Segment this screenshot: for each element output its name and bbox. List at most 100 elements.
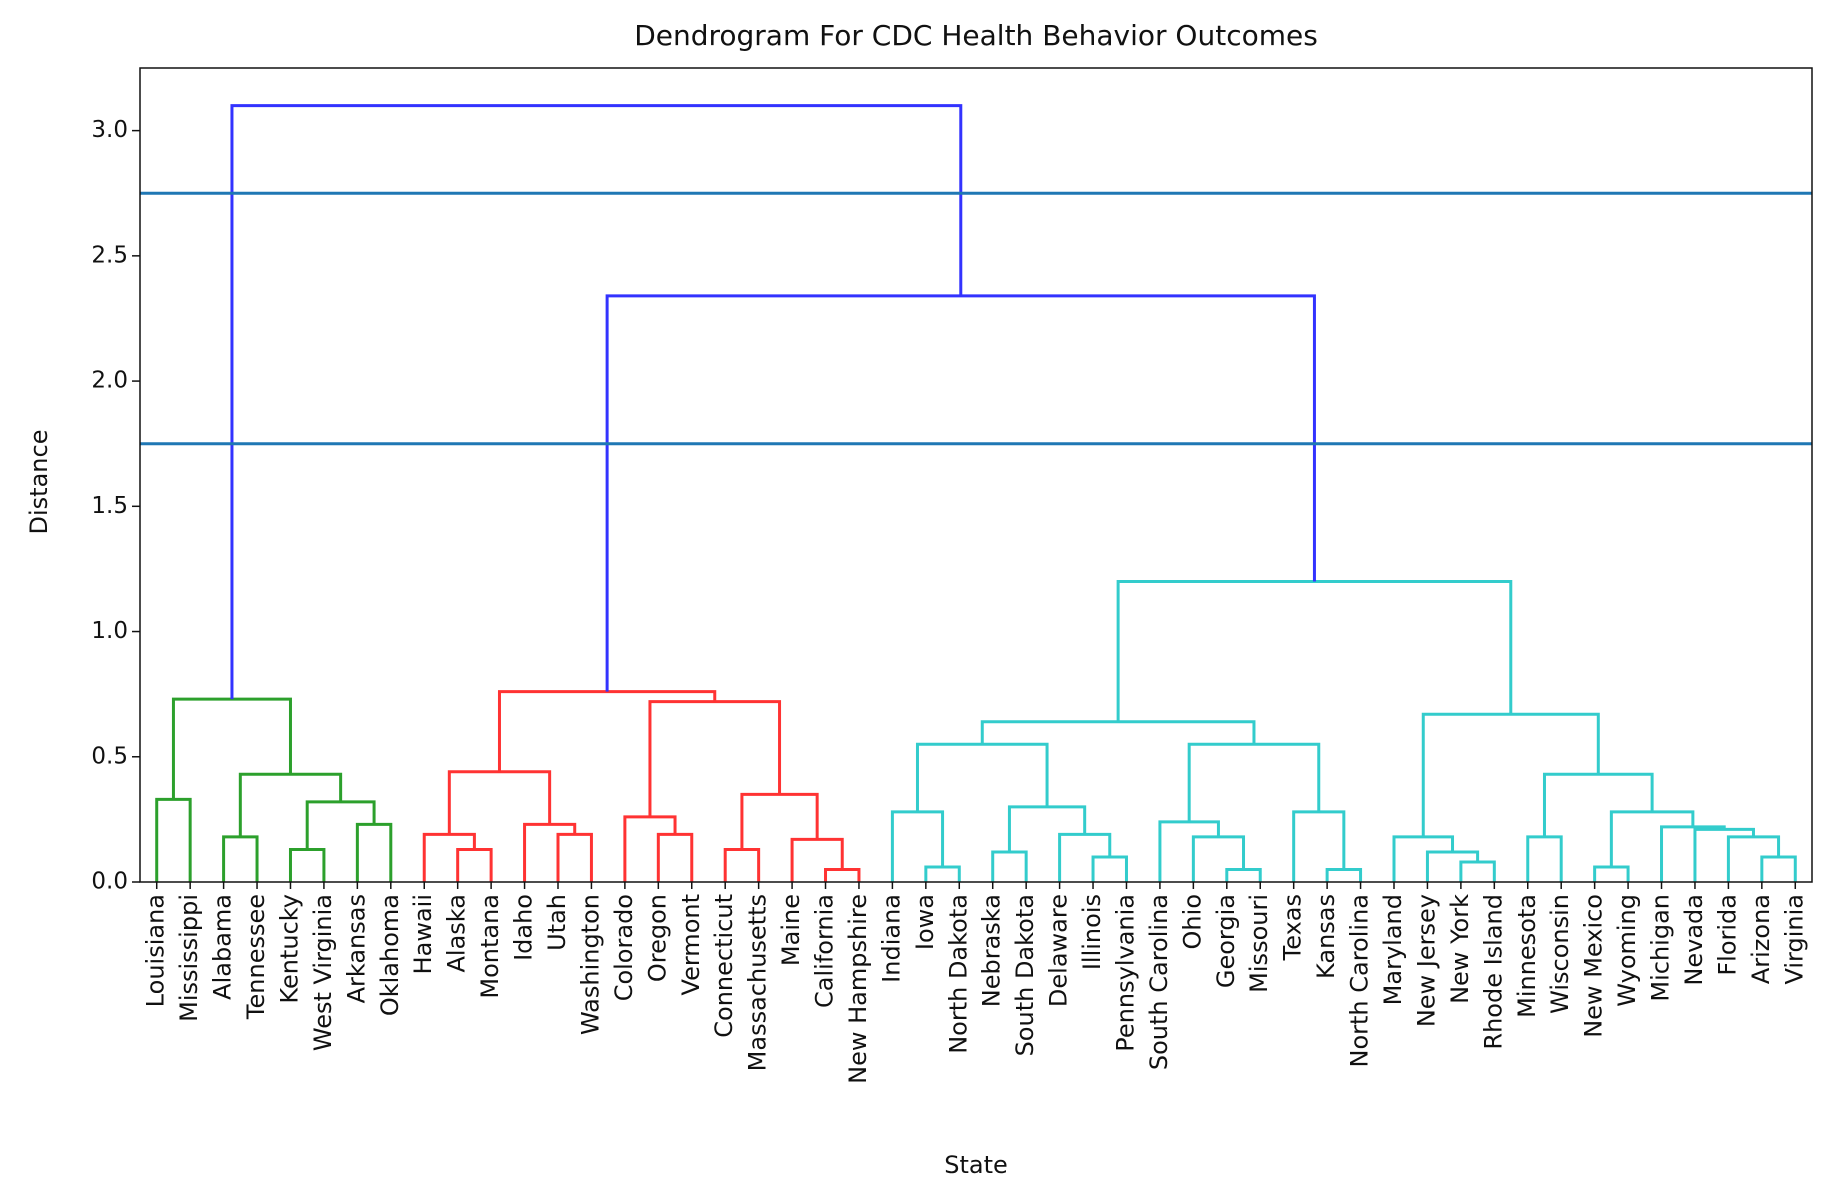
chart-title: Dendrogram For CDC Health Behavior Outco… — [634, 19, 1318, 52]
leaf-label: Mississippi — [175, 894, 203, 1022]
leaf-label: Delaware — [1045, 894, 1073, 1007]
y-tick-label: 3.0 — [91, 117, 128, 143]
dendrogram-link — [1007, 805, 1087, 852]
dendrogram-link — [924, 865, 961, 882]
dendrogram-link — [1609, 810, 1695, 867]
y-tick-label: 0.5 — [91, 743, 128, 769]
leaf-label: Kentucky — [275, 894, 303, 1004]
dendrogram-link — [1158, 820, 1220, 882]
leaf-label: Missouri — [1245, 894, 1273, 993]
leaf-label: Iowa — [911, 894, 939, 950]
leaf-label: North Carolina — [1346, 894, 1374, 1068]
dendrogram-link — [1325, 867, 1363, 882]
dendrogram-link — [238, 772, 343, 837]
dendrogram-link — [355, 822, 393, 882]
dendrogram-link — [723, 847, 761, 882]
plot-frame — [139, 67, 1813, 883]
dendrogram-link — [230, 104, 963, 700]
leaf-label: New Hampshire — [844, 894, 872, 1084]
leaf-label: Wyoming — [1613, 894, 1641, 1007]
leaf-label: New York — [1446, 894, 1474, 1004]
dendrogram-link — [1660, 825, 1726, 882]
leaf-label: New Mexico — [1580, 894, 1608, 1038]
leaf-label: Massachusetts — [744, 894, 772, 1071]
leaf-label: Vermont — [677, 894, 705, 995]
leaf-label: Hawaii — [409, 894, 437, 974]
leaf-label: Utah — [543, 894, 571, 951]
y-tick-label: 2.0 — [91, 368, 128, 394]
dendrogram-link — [890, 810, 945, 882]
leaf-label: Alabama — [209, 894, 237, 1000]
dendrogram-link — [1542, 772, 1654, 837]
dendrogram-link — [915, 742, 1049, 812]
dendrogram-link — [1425, 850, 1480, 882]
leaf-label: Ohio — [1178, 894, 1206, 949]
dendrogram-link — [1593, 865, 1630, 882]
dendrogram-link — [556, 832, 593, 882]
leaf-label: West Virginia — [309, 894, 337, 1051]
dendrogram-link — [1421, 712, 1600, 837]
y-axis-label: Distance — [25, 430, 53, 535]
dendrogram-link — [1459, 860, 1496, 882]
leaf-label: New Jersey — [1412, 894, 1440, 1027]
leaf-label: Oregon — [643, 894, 671, 982]
leaf-label: Minnesota — [1513, 894, 1541, 1018]
leaf-label: Maine — [777, 894, 805, 966]
leaf-label: Wisconsin — [1546, 894, 1574, 1014]
leaf-label: Michigan — [1647, 894, 1675, 1002]
leaf-label: Pennsylvania — [1111, 894, 1139, 1052]
leaf-label: Indiana — [877, 894, 905, 983]
y-tick-label: 0.0 — [91, 869, 128, 895]
dendrogram-link — [1225, 867, 1262, 882]
leaf-label: Georgia — [1212, 894, 1240, 988]
leaf-label: Florida — [1713, 894, 1741, 976]
leaf-label: Virginia — [1780, 894, 1808, 985]
dendrogram-link — [605, 294, 1316, 692]
dendrogram-link — [222, 835, 259, 882]
leaf-label: Tennessee — [242, 894, 270, 1020]
dendrogram-link — [1726, 835, 1781, 882]
dendrogram-link — [740, 792, 819, 850]
dendrogram-link — [656, 832, 694, 882]
dendrogram-link — [648, 700, 782, 817]
leaf-label: Maryland — [1379, 894, 1407, 1005]
dendrogram-link — [1292, 810, 1346, 882]
x-axis-label: State — [944, 1151, 1008, 1179]
leaf-label: Nebraska — [978, 894, 1006, 1007]
dendrogram-link — [288, 847, 326, 882]
dendrogram-link — [1187, 742, 1321, 822]
dendrogram-link — [171, 697, 292, 800]
dendrogram-link — [447, 770, 552, 835]
dendrogram-link — [155, 797, 192, 882]
dendrogram-link — [1116, 579, 1513, 722]
y-tick-label: 1.5 — [91, 493, 128, 519]
leaf-label: Colorado — [610, 894, 638, 1001]
leaf-label: Louisiana — [142, 894, 170, 1007]
leaf-label: South Carolina — [1145, 894, 1173, 1070]
dendrogram-link — [790, 837, 844, 882]
dendrogram-link — [422, 832, 476, 882]
leaf-label: Oklahoma — [376, 894, 404, 1016]
leaf-label: Montana — [476, 894, 504, 999]
leaf-label: Arkansas — [342, 894, 370, 1003]
leaf-label: Illinois — [1078, 894, 1106, 970]
leaf-label: Connecticut — [710, 894, 738, 1038]
leaf-label: North Dakota — [944, 894, 972, 1054]
dendrogram-link — [523, 822, 577, 882]
leaf-label: Rhode Island — [1479, 894, 1507, 1050]
leaf-label: South Dakota — [1011, 894, 1039, 1056]
dendrogram-link — [497, 690, 717, 772]
dendrogram-link — [1760, 855, 1797, 882]
dendrogram-link — [980, 720, 1256, 745]
leaf-label: California — [811, 894, 839, 1008]
y-tick-label: 1.0 — [91, 618, 128, 644]
dendrogram-link — [1091, 855, 1128, 882]
leaf-label: Texas — [1279, 894, 1307, 961]
leaf-label: Alaska — [443, 894, 471, 972]
dendrogram-link — [623, 815, 677, 882]
leaf-label: Arizona — [1747, 894, 1775, 984]
dendrogram-link — [991, 850, 1028, 882]
dendrogram-link — [1392, 835, 1455, 882]
